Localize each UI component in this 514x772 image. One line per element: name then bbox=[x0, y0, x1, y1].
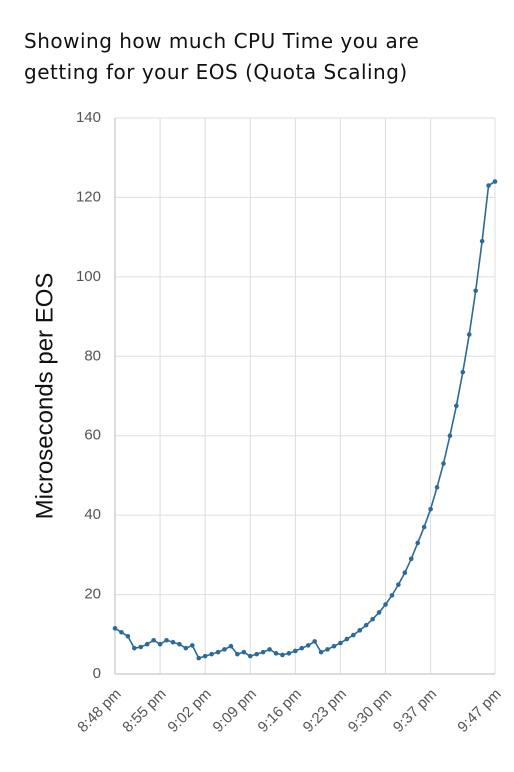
data-point bbox=[228, 643, 234, 649]
y-tick-label: 80 bbox=[84, 347, 101, 364]
data-point bbox=[273, 651, 279, 656]
data-point bbox=[428, 506, 433, 512]
data-point bbox=[389, 593, 395, 598]
data-point bbox=[454, 403, 459, 409]
data-point bbox=[408, 556, 414, 562]
data-point bbox=[209, 651, 214, 657]
data-point bbox=[280, 652, 285, 658]
data-point bbox=[157, 641, 163, 647]
data-point bbox=[299, 645, 305, 651]
data-point bbox=[247, 653, 253, 659]
data-point bbox=[151, 637, 156, 643]
data-point bbox=[318, 649, 324, 655]
data-point bbox=[325, 647, 330, 652]
data-point bbox=[351, 632, 356, 638]
data-point bbox=[466, 332, 472, 337]
data-line bbox=[114, 180, 496, 660]
data-point bbox=[170, 639, 176, 645]
data-point bbox=[254, 651, 259, 657]
data-point bbox=[344, 636, 350, 642]
data-point bbox=[138, 644, 144, 650]
data-point bbox=[125, 633, 131, 639]
data-point bbox=[447, 433, 453, 439]
x-tick-label: 9:30 pm bbox=[345, 686, 395, 736]
y-tick-label: 60 bbox=[84, 427, 101, 444]
data-point bbox=[357, 628, 363, 633]
data-point bbox=[402, 570, 408, 576]
data-point bbox=[479, 238, 485, 244]
x-tick-label: 9:16 pm bbox=[255, 686, 305, 736]
data-point bbox=[363, 622, 369, 628]
x-tick-label: 9:02 pm bbox=[164, 686, 214, 736]
data-point bbox=[241, 649, 247, 655]
data-point bbox=[312, 639, 317, 644]
data-point bbox=[492, 179, 498, 184]
x-tick-label: 9:47 pm bbox=[454, 686, 504, 736]
data-point bbox=[144, 641, 150, 647]
data-point bbox=[164, 637, 169, 643]
y-axis-label: Microseconds per EOS bbox=[31, 273, 58, 520]
data-point bbox=[267, 647, 272, 652]
x-tick-label: 8:55 pm bbox=[119, 686, 169, 736]
data-point bbox=[338, 640, 343, 646]
data-point bbox=[305, 643, 311, 648]
x-tick-label: 9:23 pm bbox=[300, 686, 350, 736]
y-tick-label: 40 bbox=[84, 506, 101, 523]
data-point bbox=[460, 369, 466, 375]
data-point bbox=[370, 616, 375, 622]
data-point bbox=[189, 643, 195, 648]
y-tick-label: 0 bbox=[93, 665, 101, 682]
data-point bbox=[235, 651, 240, 657]
data-point bbox=[396, 582, 401, 587]
data-point bbox=[202, 653, 208, 659]
data-point bbox=[286, 651, 292, 656]
data-point bbox=[196, 655, 202, 661]
data-point bbox=[222, 647, 227, 652]
data-point bbox=[421, 524, 427, 530]
data-point bbox=[434, 485, 440, 490]
data-point bbox=[132, 645, 137, 651]
data-point bbox=[260, 649, 266, 655]
data-point bbox=[473, 288, 478, 294]
chart-title: Showing how much CPU Time you are gettin… bbox=[24, 29, 420, 84]
data-point bbox=[293, 648, 298, 654]
y-tick-label: 120 bbox=[76, 188, 101, 205]
data-point bbox=[119, 630, 124, 635]
data-point bbox=[415, 540, 421, 546]
x-tick-label: 8:48 pm bbox=[74, 686, 124, 736]
data-point bbox=[383, 602, 388, 607]
y-tick-label: 140 bbox=[76, 109, 101, 126]
data-point bbox=[331, 643, 337, 649]
data-point bbox=[486, 183, 491, 188]
data-point bbox=[183, 645, 189, 651]
y-tick-label: 100 bbox=[76, 268, 101, 285]
data-point bbox=[112, 626, 118, 631]
data-point bbox=[215, 649, 221, 655]
data-point bbox=[177, 641, 182, 647]
data-point bbox=[376, 610, 382, 615]
y-tick-label: 20 bbox=[84, 586, 101, 603]
x-tick-label: 9:37 pm bbox=[390, 686, 440, 736]
x-tick-label: 9:09 pm bbox=[210, 686, 260, 736]
data-point bbox=[441, 461, 446, 466]
